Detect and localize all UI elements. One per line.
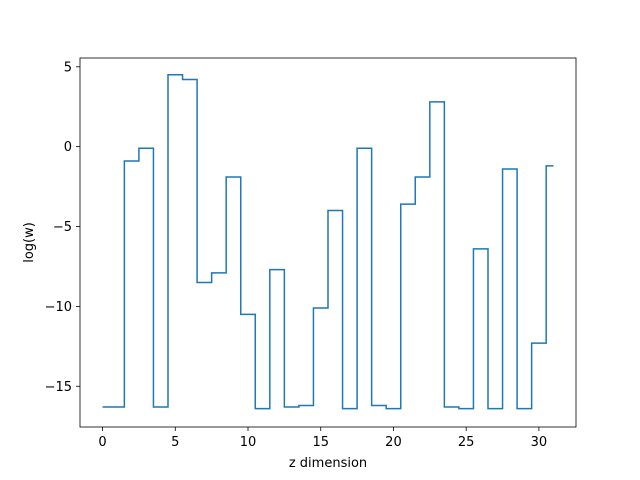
x-tick-label: 30 bbox=[531, 435, 548, 450]
x-tick-label: 25 bbox=[458, 435, 475, 450]
x-tick-label: 20 bbox=[385, 435, 402, 450]
y-tick-label: 5 bbox=[64, 60, 72, 75]
x-axis-ticks: 0 5 10 15 20 25 30 bbox=[98, 427, 547, 450]
axes-frame bbox=[79, 57, 577, 428]
x-tick-label: 15 bbox=[312, 435, 329, 450]
x-tick-label: 5 bbox=[171, 435, 179, 450]
plot-area bbox=[79, 57, 577, 428]
y-tick-label: −5 bbox=[53, 220, 72, 235]
y-tick-label: −15 bbox=[45, 380, 72, 395]
x-tick-label: 10 bbox=[240, 435, 257, 450]
series-line bbox=[102, 74, 554, 410]
y-tick-label: 0 bbox=[64, 140, 72, 155]
x-tick-label: 0 bbox=[98, 435, 106, 450]
y-tick-label: −10 bbox=[45, 300, 72, 315]
x-axis-label: z dimension bbox=[289, 456, 367, 471]
y-axis-label: log(w) bbox=[22, 222, 37, 263]
y-axis-ticks: 5 0 −5 −10 −15 bbox=[45, 60, 80, 395]
